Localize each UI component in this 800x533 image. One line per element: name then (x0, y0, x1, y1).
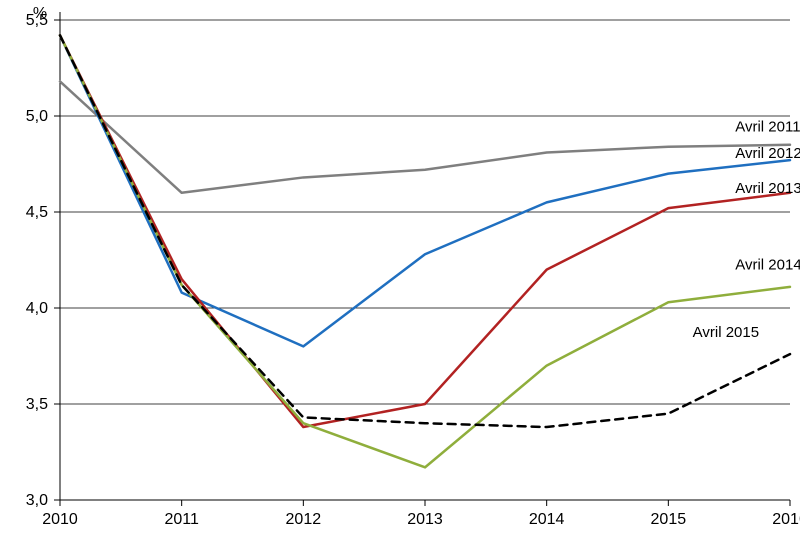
y-tick-label: 4,0 (26, 300, 48, 317)
y-tick-label: 3,5 (26, 396, 48, 413)
plot-background (0, 0, 800, 533)
series-label: Avril 2015 (693, 324, 759, 341)
y-tick-label: 5,0 (26, 108, 48, 125)
x-tick-label: 2013 (407, 511, 443, 528)
series-label: Avril 2014 (735, 257, 800, 274)
x-tick-label: 2016 (772, 511, 800, 528)
series-label: Avril 2013 (735, 180, 800, 197)
y-tick-label: 3,0 (26, 492, 48, 509)
x-tick-label: 2014 (529, 511, 565, 528)
x-tick-label: 2011 (164, 511, 199, 528)
y-tick-label: 4,5 (26, 204, 48, 221)
line-chart: 3,03,54,04,55,05,52010201120122013201420… (0, 0, 800, 533)
unit-label: % (33, 5, 47, 22)
chart-container: 3,03,54,04,55,05,52010201120122013201420… (0, 0, 800, 533)
series-label: Avril 2012 (735, 145, 800, 162)
series-label: Avril 2011 (735, 118, 800, 135)
x-tick-label: 2015 (651, 511, 687, 528)
x-tick-label: 2010 (42, 511, 78, 528)
x-tick-label: 2012 (286, 511, 322, 528)
